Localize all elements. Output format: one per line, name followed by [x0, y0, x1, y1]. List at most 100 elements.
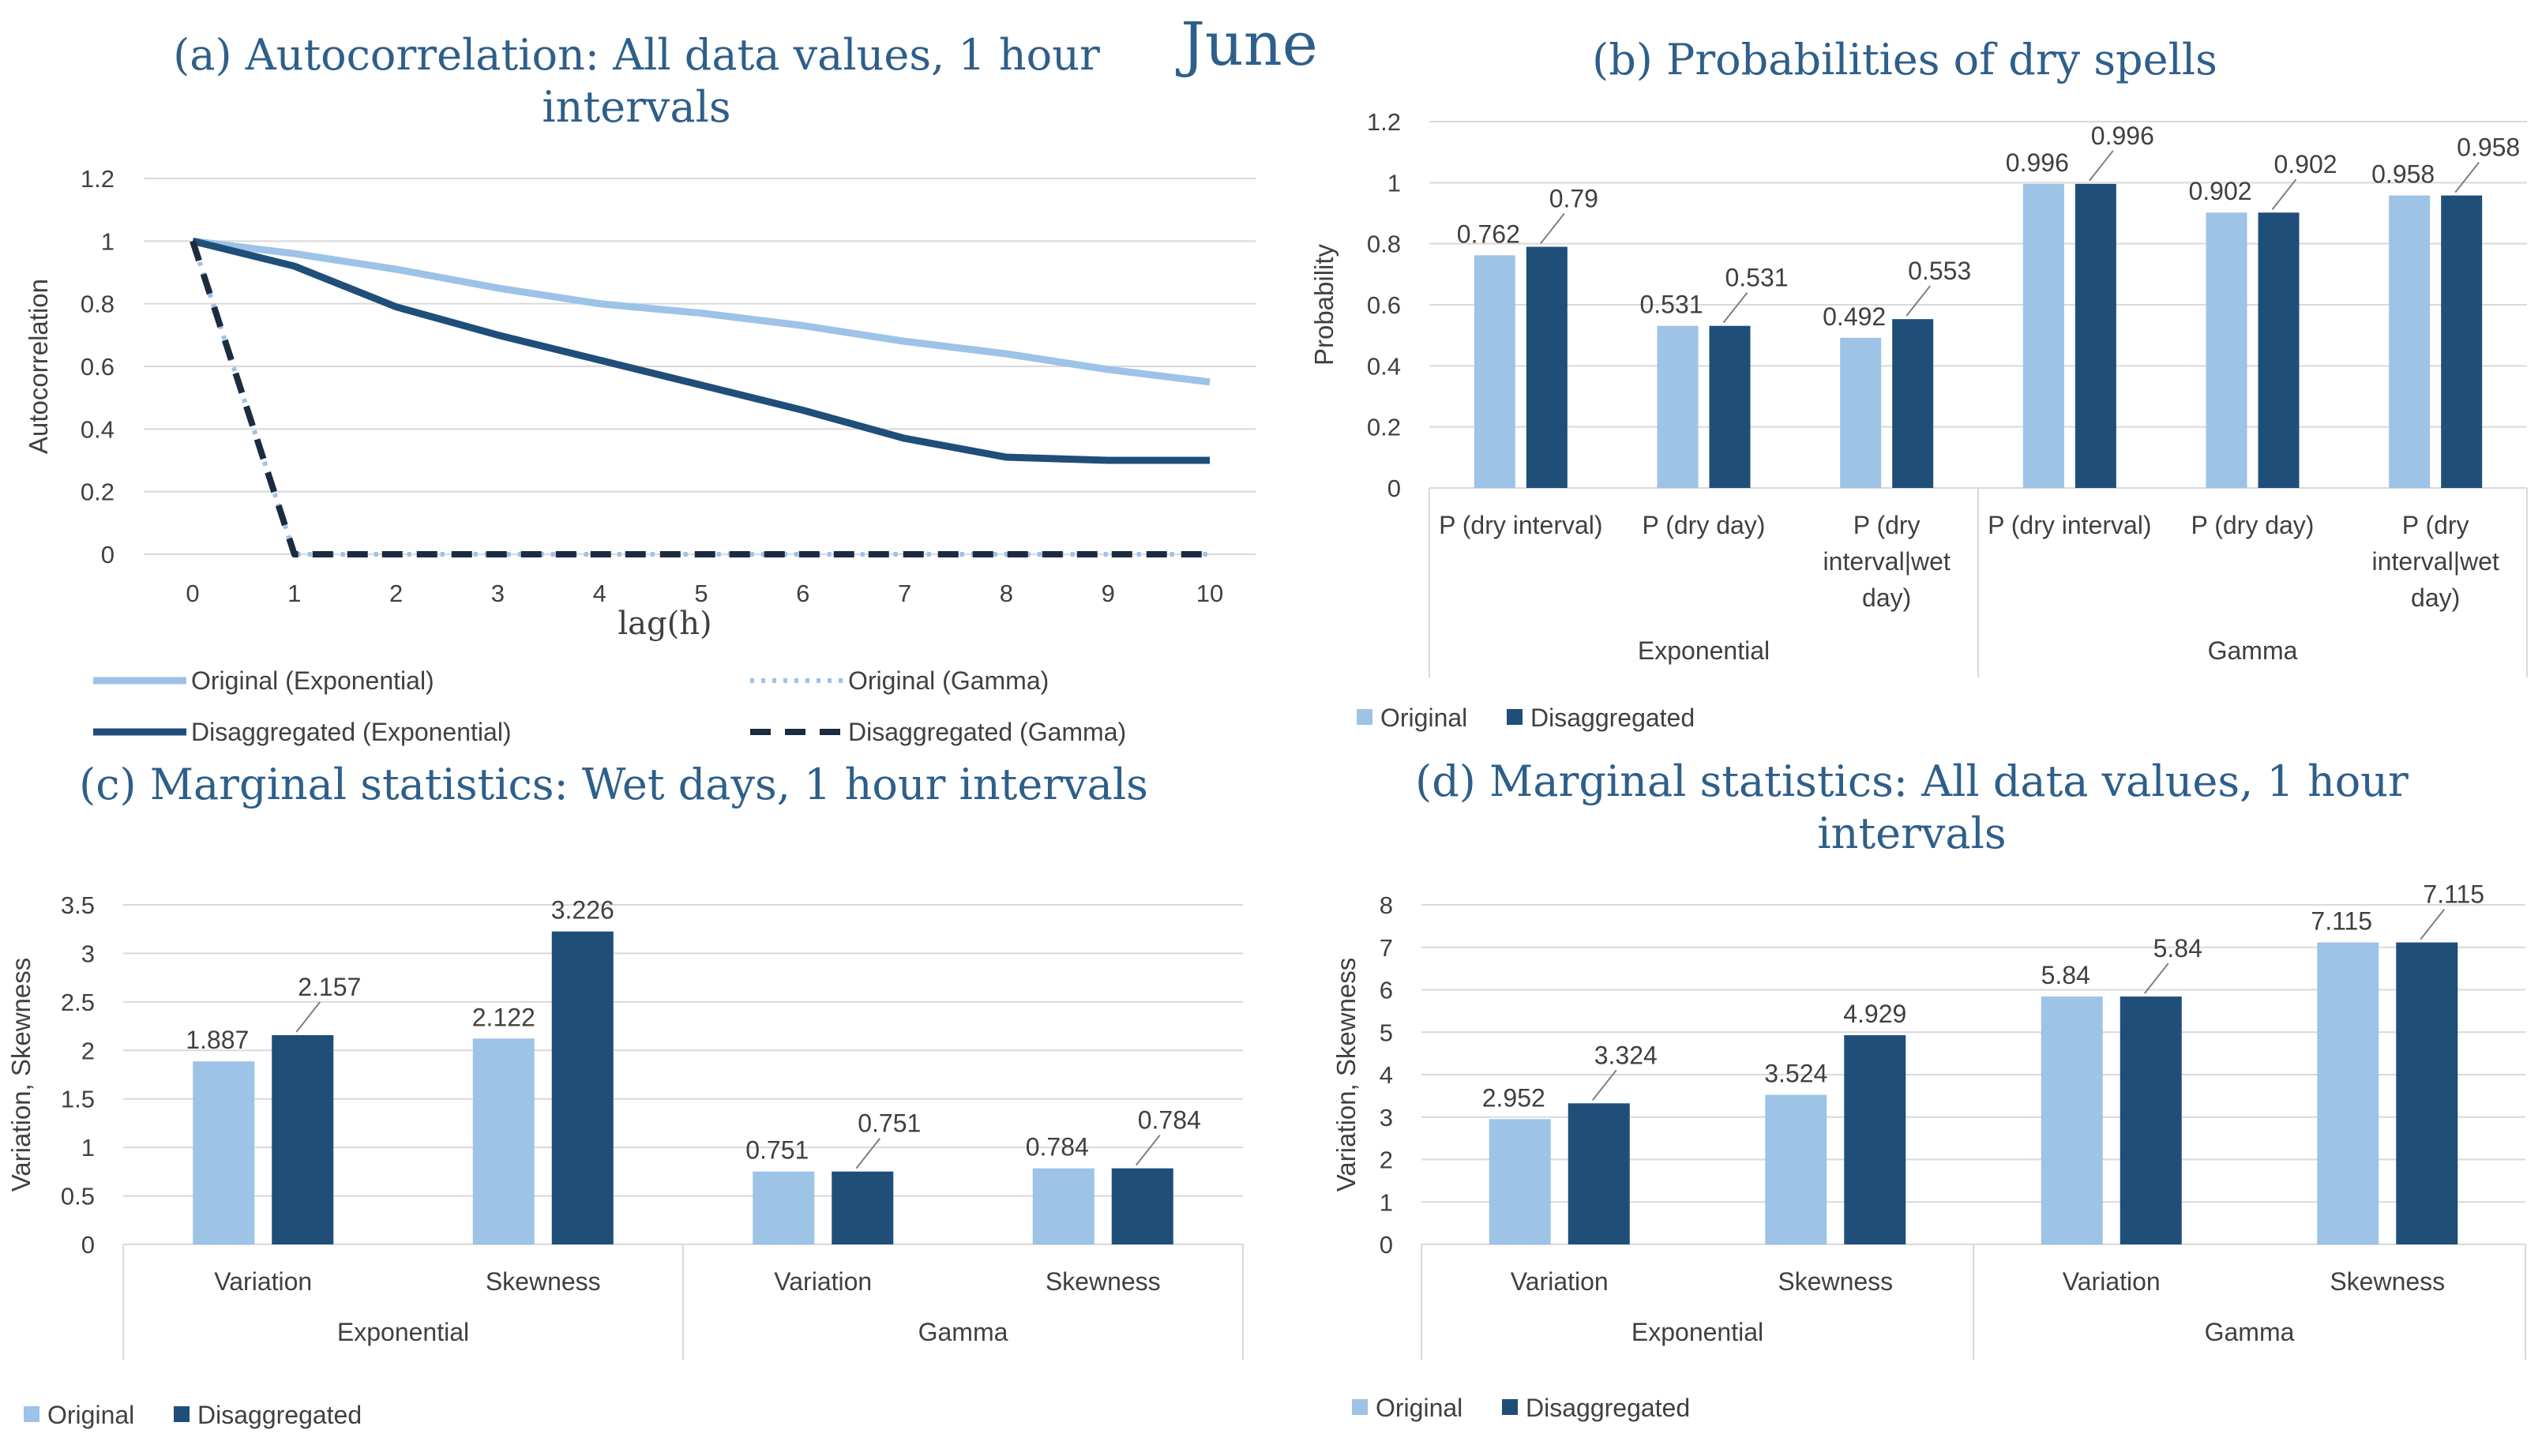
chart-b-legend-swatch-disaggregated: [1507, 709, 1523, 725]
chart-d-bar-disaggregated: [2120, 996, 2182, 1244]
chart-d-title-line-1: (d) Marginal statistics: All data values…: [1415, 756, 2409, 806]
chart-b-category-label: P (dry interval): [1988, 511, 2151, 539]
chart-b-category-label: P (dry: [1853, 511, 1921, 539]
chart-b-y-tick-label: 0: [1387, 475, 1401, 502]
chart-b-y-tick-label: 1.2: [1367, 108, 1401, 136]
chart-d-bar-original: [1765, 1094, 1827, 1244]
chart-c-bar-disaggregated: [832, 1171, 894, 1244]
chart-a-x-tick-label: 5: [694, 580, 708, 607]
chart-b-data-label-disaggregated: 0.553: [1908, 257, 1971, 285]
chart-c-y-tick-label: 0.5: [61, 1183, 95, 1210]
chart-a-y-tick-label: 0.4: [81, 415, 115, 443]
chart-b-data-label-original: 0.531: [1639, 291, 1703, 319]
chart-d-category-label: Skewness: [2330, 1267, 2445, 1296]
chart-c-data-label-original: 0.751: [745, 1136, 809, 1165]
chart-a-y-tick-label: 0.6: [81, 353, 115, 381]
chart-d-category-label: Skewness: [1778, 1267, 1893, 1296]
chart-a-title-line-1: (a) Autocorrelation: All data values, 1 …: [173, 30, 1100, 80]
chart-d-y-tick-label: 4: [1380, 1061, 1393, 1089]
chart-b-data-label-disaggregated: 0.902: [2274, 150, 2337, 178]
chart-a-legend-label-dotted-light: Original (Gamma): [848, 666, 1049, 695]
chart-a-y-tick-label: 1: [101, 227, 115, 255]
chart-c-y-tick-label: 2: [81, 1037, 95, 1064]
chart-b-bar-original: [2389, 195, 2431, 488]
chart-c-group-label: Gamma: [918, 1318, 1008, 1346]
chart-d-y-axis-label: Variation, Skewness: [1331, 958, 1361, 1192]
chart-a-x-tick-label: 2: [389, 580, 403, 607]
chart-d-title-line-2: intervals: [1817, 809, 2006, 858]
chart-c-leader-line: [855, 1138, 881, 1169]
chart-c-group-label: Exponential: [337, 1318, 469, 1346]
chart-c-legend-label-disaggregated: Disaggregated: [197, 1401, 362, 1429]
chart-a-x-tick-label: 3: [491, 580, 505, 607]
chart-d-legend-label-original: Original: [1376, 1394, 1462, 1422]
chart-c-category-label: Skewness: [1046, 1267, 1161, 1296]
chart-a-title-line-2: intervals: [542, 82, 730, 132]
chart-d-group-label: Exponential: [1631, 1318, 1763, 1346]
chart-d-y-tick-label: 5: [1380, 1019, 1393, 1046]
chart-c-y-tick-label: 1.5: [61, 1086, 95, 1113]
chart-c-bar-original: [1032, 1168, 1095, 1244]
chart-c-data-label-disaggregated: 0.784: [1138, 1106, 1201, 1135]
chart-c-bar-disaggregated: [1111, 1168, 1173, 1244]
chart-d-leader-line: [2143, 963, 2169, 994]
chart-d-data-label-disaggregated: 3.324: [1594, 1041, 1658, 1069]
chart-c-data-label-disaggregated: 2.157: [298, 973, 361, 1001]
chart-c-title-line-1: (c) Marginal statistics: Wet days, 1 hou…: [79, 760, 1148, 809]
chart-a-x-tick-label: 0: [186, 580, 199, 607]
chart-b-category-label: P (dry interval): [1439, 511, 1602, 539]
chart-a-y-tick-label: 0.8: [81, 291, 115, 318]
chart-d-bar-disaggregated: [1568, 1103, 1630, 1244]
chart-a-x-tick-label: 10: [1196, 580, 1223, 607]
chart-b-category-label: day): [2411, 584, 2460, 612]
chart-c-leader-line: [1135, 1135, 1161, 1166]
chart-d-y-tick-label: 1: [1380, 1188, 1393, 1216]
chart-b-bar-disaggregated: [2441, 195, 2483, 488]
chart-b-y-tick-label: 0.8: [1367, 231, 1401, 258]
chart-b-title-line-1: (b) Probabilities of dry spells: [1592, 35, 2217, 84]
chart-a-x-tick-label: 1: [287, 580, 301, 607]
chart-b-data-label-disaggregated: 0.958: [2457, 133, 2520, 162]
chart-d-data-label-original: 3.524: [1764, 1060, 1827, 1088]
chart-d-category-label: Variation: [1511, 1267, 1609, 1296]
chart-a-series-line-solid-light: [192, 237, 1211, 386]
chart-d-data-label-disaggregated: 5.84: [2153, 934, 2202, 963]
chart-d-category-label: Variation: [2063, 1267, 2161, 1296]
chart-c-wet-days: (c) Marginal statistics: Wet days, 1 hou…: [6, 760, 1244, 1429]
chart-a-series-line-dotted-light: [190, 240, 1210, 557]
chart-b-group-label: Exponential: [1638, 636, 1770, 665]
chart-b-legend-label-original: Original: [1380, 704, 1467, 732]
chart-b-legend-label-disaggregated: Disaggregated: [1530, 704, 1695, 732]
chart-b-data-label-original: 0.996: [2006, 148, 2069, 177]
chart-d-legend-swatch-original: [1352, 1399, 1368, 1415]
chart-d-bar-original: [1489, 1119, 1551, 1244]
chart-c-data-label-original: 1.887: [186, 1026, 249, 1054]
chart-b-bar-disaggregated: [2258, 212, 2300, 488]
chart-b-data-label-original: 0.762: [1457, 220, 1520, 248]
chart-b-group-label: Gamma: [2208, 636, 2298, 665]
chart-b-data-label-original: 0.958: [2371, 160, 2435, 189]
chart-b-data-label-disaggregated: 0.996: [2091, 122, 2154, 150]
chart-d-data-label-original: 5.84: [2041, 961, 2090, 989]
chart-c-bar-original: [472, 1038, 535, 1244]
chart-b-leader-line: [1906, 285, 1931, 317]
chart-c-bar-disaggregated: [551, 931, 614, 1244]
chart-d-y-tick-label: 2: [1380, 1146, 1393, 1174]
chart-b-y-tick-label: 0.6: [1367, 291, 1401, 319]
chart-a-series-line-dashed-navy: [190, 240, 1210, 557]
chart-c-data-label-disaggregated: 3.226: [551, 896, 614, 925]
chart-b-leader-line: [1722, 292, 1748, 324]
chart-a-y-tick-label: 0: [101, 541, 115, 569]
chart-c-bar-disaggregated: [272, 1034, 334, 1244]
chart-c-legend-label-original: Original: [47, 1401, 134, 1429]
chart-d-y-tick-label: 0: [1380, 1231, 1393, 1259]
chart-d-legend-label-disaggregated: Disaggregated: [1526, 1394, 1690, 1422]
chart-d-group-label: Gamma: [2205, 1318, 2295, 1346]
chart-b-leader-line: [2454, 161, 2480, 193]
chart-d-bar-disaggregated: [2396, 942, 2458, 1244]
chart-b-bar-original: [1657, 325, 1699, 488]
chart-d-data-label-original: 7.115: [2311, 907, 2372, 936]
chart-b-legend-swatch-original: [1357, 709, 1372, 725]
chart-a-x-tick-label: 8: [1000, 580, 1013, 607]
